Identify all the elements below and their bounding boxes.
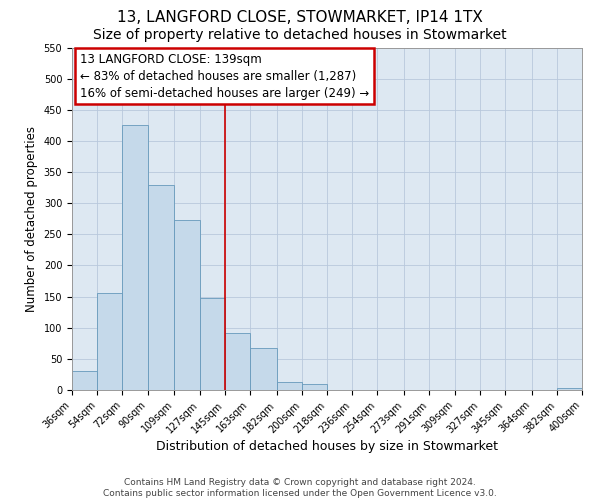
Bar xyxy=(200,298,225,390)
Bar xyxy=(174,220,200,390)
Bar xyxy=(250,348,277,390)
Bar xyxy=(277,382,302,390)
Bar xyxy=(302,384,327,390)
Bar xyxy=(225,332,250,390)
Text: Contains HM Land Registry data © Crown copyright and database right 2024.
Contai: Contains HM Land Registry data © Crown c… xyxy=(103,478,497,498)
Bar xyxy=(97,293,122,390)
Bar xyxy=(148,184,174,390)
Text: 13 LANGFORD CLOSE: 139sqm
← 83% of detached houses are smaller (1,287)
16% of se: 13 LANGFORD CLOSE: 139sqm ← 83% of detac… xyxy=(80,52,369,100)
Bar xyxy=(122,126,148,390)
Bar xyxy=(72,372,97,390)
Bar xyxy=(557,388,582,390)
Y-axis label: Number of detached properties: Number of detached properties xyxy=(25,126,38,312)
Text: 13, LANGFORD CLOSE, STOWMARKET, IP14 1TX: 13, LANGFORD CLOSE, STOWMARKET, IP14 1TX xyxy=(117,10,483,25)
X-axis label: Distribution of detached houses by size in Stowmarket: Distribution of detached houses by size … xyxy=(156,440,498,453)
Text: Size of property relative to detached houses in Stowmarket: Size of property relative to detached ho… xyxy=(93,28,507,42)
